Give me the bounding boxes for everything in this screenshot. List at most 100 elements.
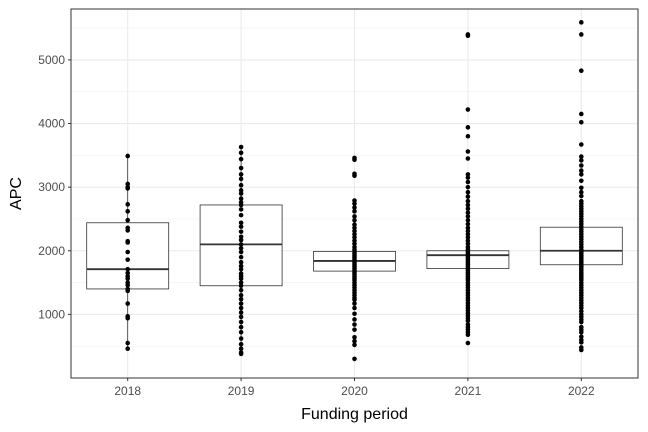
data-point (465, 198, 471, 204)
data-point (579, 305, 584, 311)
data-point (352, 301, 357, 306)
data-point (238, 191, 244, 196)
data-point (238, 329, 244, 335)
data-point (238, 212, 244, 218)
data-point (238, 165, 244, 171)
points-2019 (238, 144, 244, 357)
data-point (352, 205, 357, 210)
data-point (125, 301, 130, 306)
data-point (352, 297, 357, 303)
data-point (579, 142, 584, 147)
data-point (125, 186, 130, 191)
data-point (465, 231, 471, 237)
x-tick-label: 2021 (455, 384, 482, 398)
data-point (238, 202, 244, 208)
data-point (352, 342, 357, 348)
data-point (465, 241, 471, 247)
y-axis: 1000 2000 3000 4000 5000 (38, 53, 71, 321)
points-2020 (352, 155, 357, 362)
y-tick-label: 1000 (38, 307, 65, 321)
data-point (125, 282, 130, 288)
data-point (352, 317, 357, 322)
data-point (125, 181, 130, 187)
data-point (238, 237, 244, 243)
data-point (465, 179, 471, 185)
data-point (238, 287, 244, 293)
data-point (579, 68, 584, 74)
data-point (465, 156, 471, 161)
data-point (579, 158, 584, 163)
points-2022 (579, 20, 584, 353)
data-point (125, 257, 130, 262)
y-axis-title: APC (8, 177, 25, 210)
data-point (579, 111, 584, 117)
data-point (465, 172, 471, 177)
data-point (352, 334, 357, 340)
data-point (238, 182, 244, 188)
data-point (125, 228, 130, 233)
data-point (238, 234, 244, 240)
data-point (238, 229, 244, 234)
data-point (352, 327, 357, 332)
data-point (465, 210, 471, 215)
data-point (125, 266, 130, 272)
data-point (125, 315, 130, 321)
data-point (352, 228, 357, 234)
data-point (465, 228, 471, 234)
data-point (465, 235, 471, 240)
data-point (238, 314, 244, 320)
data-point (238, 242, 244, 247)
data-point (579, 163, 584, 168)
data-point (352, 217, 357, 223)
data-point (352, 338, 357, 344)
data-point (352, 238, 357, 243)
data-point (352, 157, 357, 163)
x-tick-label: 2019 (228, 384, 255, 398)
data-point (465, 214, 471, 219)
data-point (579, 168, 584, 173)
data-point (579, 347, 584, 353)
data-point (352, 322, 357, 327)
data-point (352, 209, 357, 214)
x-axis: 2018 2019 2020 2021 2022 (114, 378, 595, 398)
data-point (465, 175, 471, 180)
data-point (238, 336, 244, 341)
data-point (238, 156, 244, 162)
x-tick-label: 2022 (568, 384, 595, 398)
data-point (238, 301, 244, 306)
data-point (125, 270, 130, 276)
data-point (125, 346, 130, 352)
data-point (465, 194, 471, 199)
data-point (238, 305, 244, 311)
data-point (238, 196, 244, 201)
data-point (125, 202, 130, 207)
data-point (579, 172, 584, 177)
y-tick-label: 3000 (38, 180, 65, 194)
data-point (579, 189, 584, 195)
data-point (238, 144, 244, 150)
points-2018 (125, 153, 130, 352)
data-point (352, 225, 357, 231)
data-point (238, 310, 244, 315)
data-point (238, 259, 244, 265)
data-point (579, 32, 584, 37)
data-point (125, 217, 130, 223)
data-point (465, 184, 471, 190)
data-point (125, 276, 130, 282)
data-point (579, 119, 584, 125)
data-point (579, 185, 584, 191)
data-points (125, 20, 584, 362)
data-point (125, 153, 130, 159)
data-point (352, 231, 357, 237)
data-point (238, 266, 244, 272)
x-axis-title: Funding period (301, 406, 408, 423)
data-point (579, 340, 584, 345)
data-point (238, 245, 244, 251)
data-point (238, 280, 244, 285)
data-point (465, 238, 471, 243)
data-point (465, 33, 471, 39)
data-point (238, 150, 244, 156)
x-tick-label: 2018 (114, 384, 141, 398)
data-point (125, 249, 130, 255)
